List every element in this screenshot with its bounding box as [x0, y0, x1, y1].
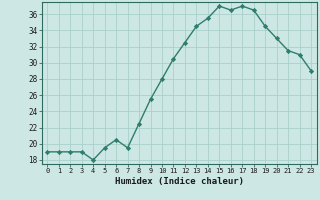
X-axis label: Humidex (Indice chaleur): Humidex (Indice chaleur)	[115, 177, 244, 186]
